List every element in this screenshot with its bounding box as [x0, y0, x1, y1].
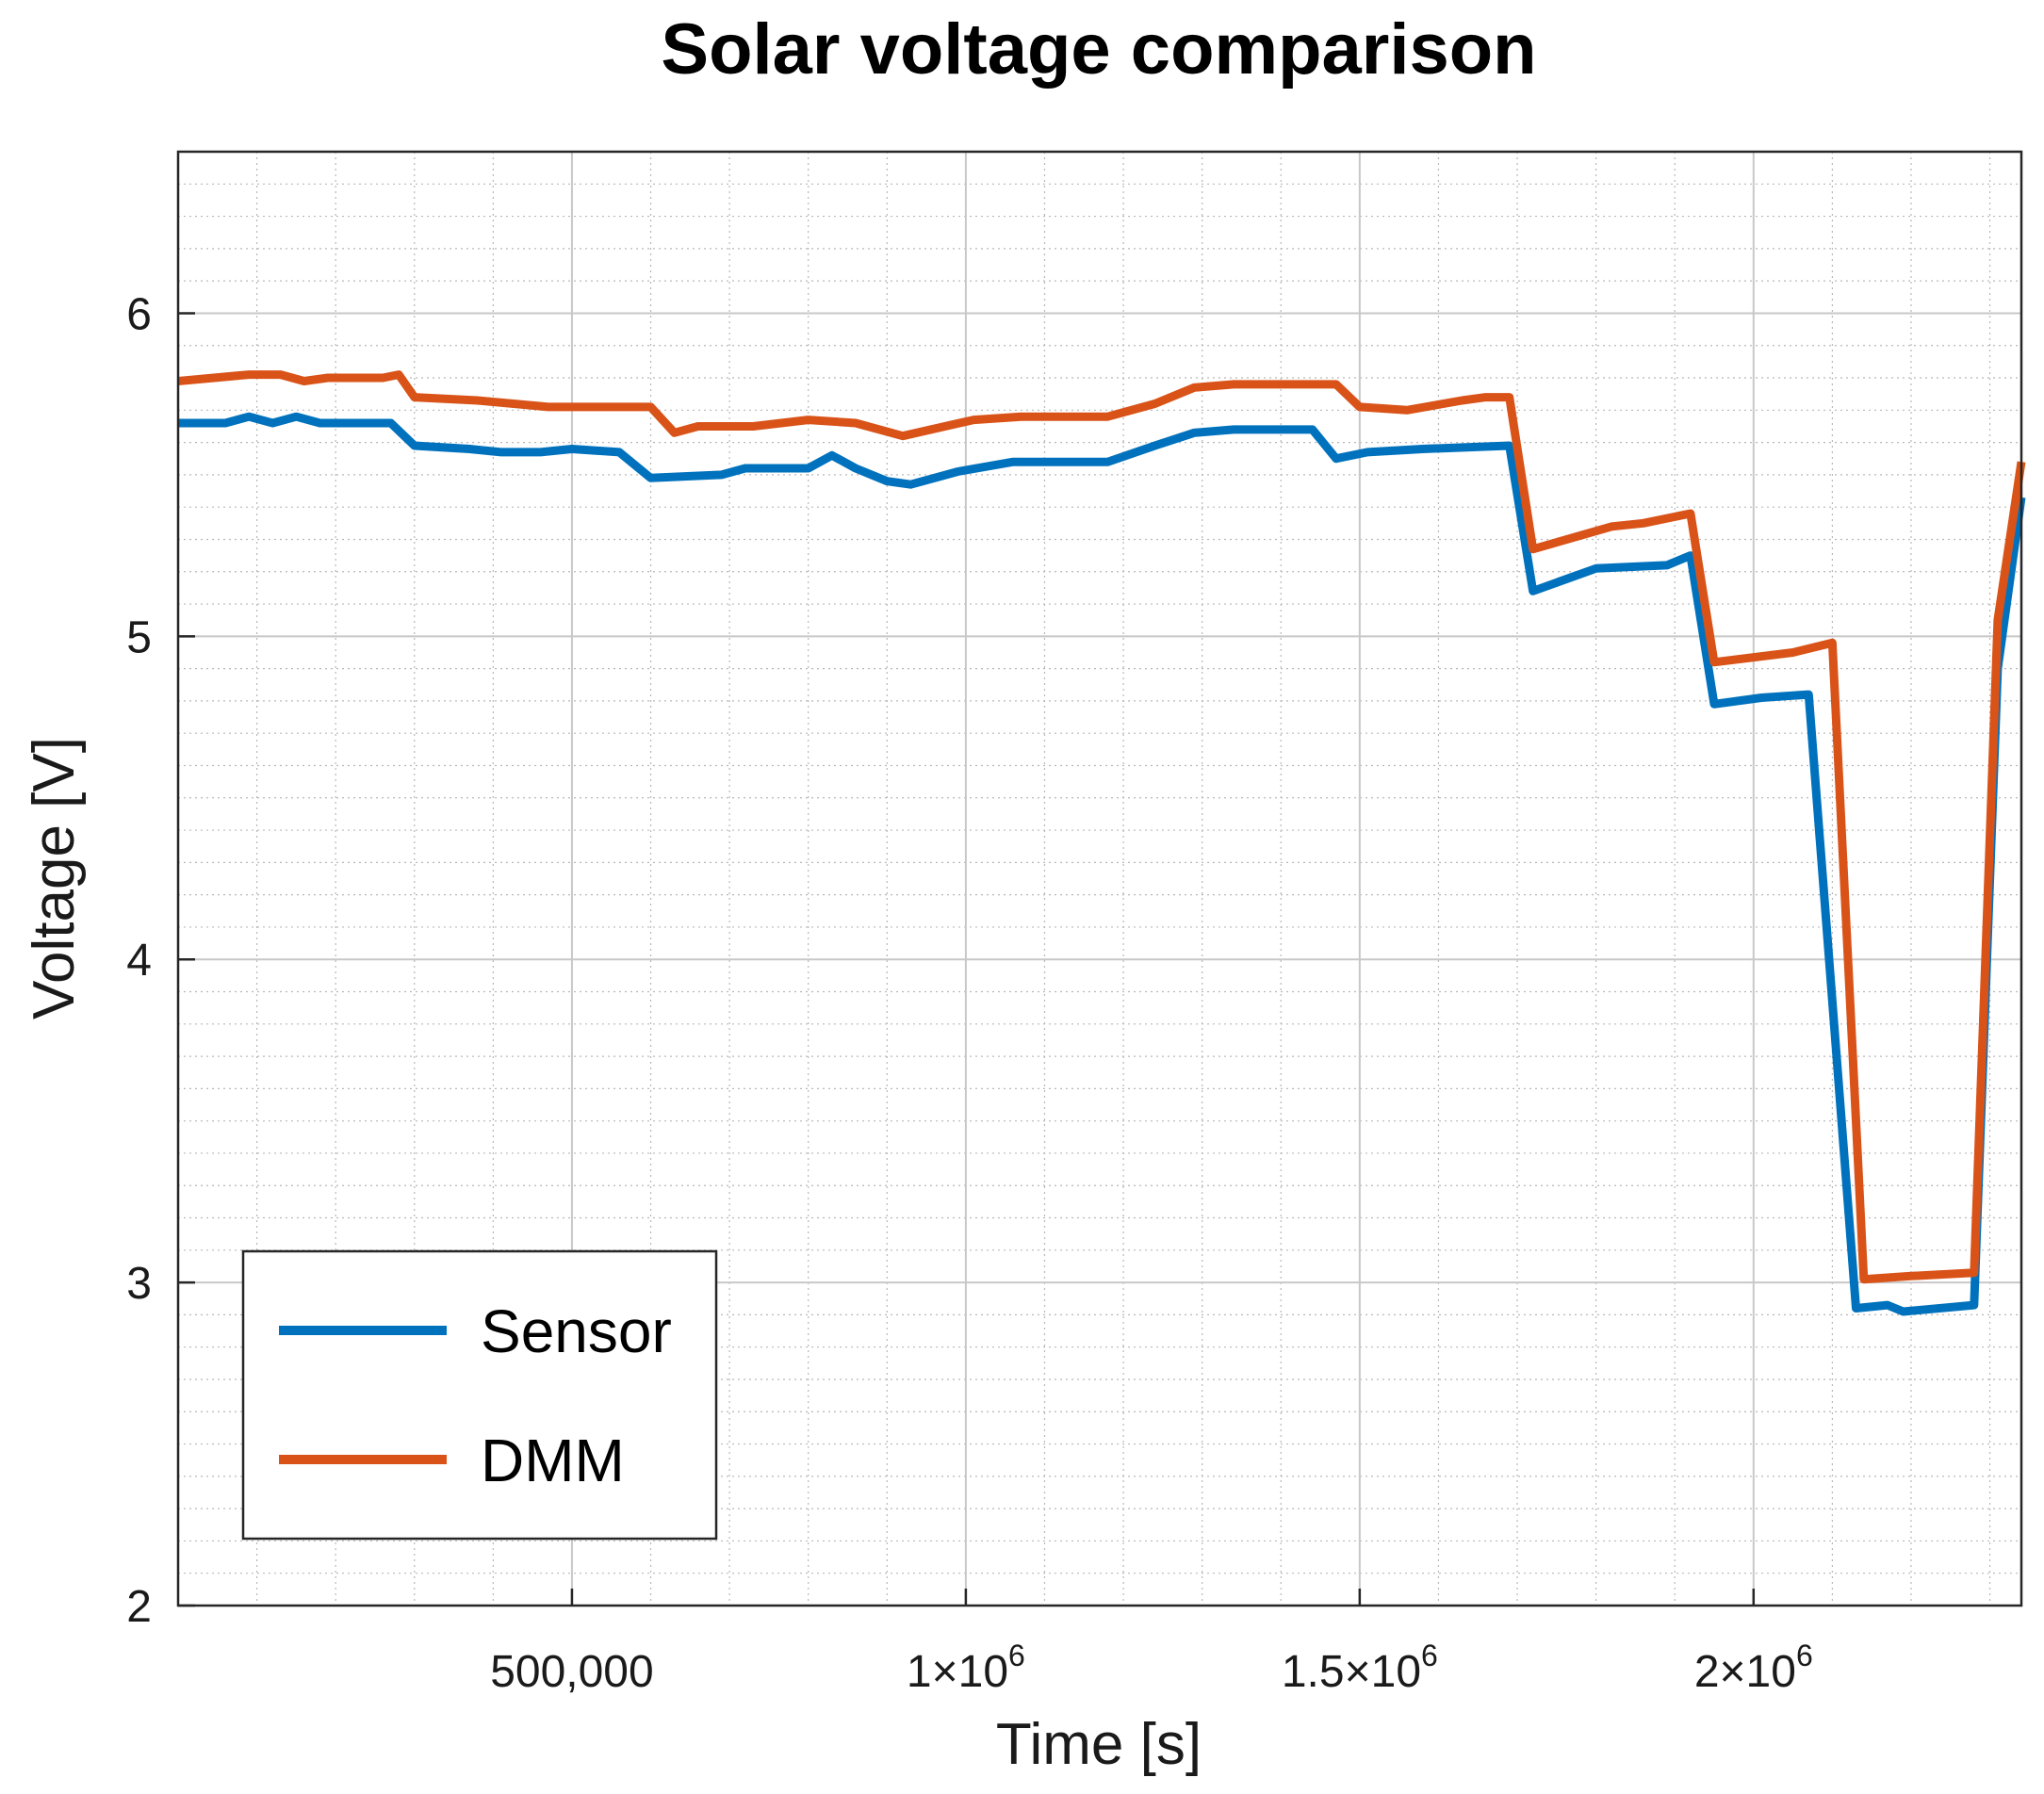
y-tick-label: 5 — [126, 612, 152, 662]
y-tick-label: 4 — [126, 936, 152, 986]
x-tick-label: 500,000 — [490, 1647, 654, 1697]
legend-label-dmm: DMM — [481, 1427, 625, 1494]
x-tick-label: 2×106 — [1694, 1639, 1813, 1697]
y-tick-labels: 2 3 4 5 6 — [126, 289, 152, 1632]
series-line-sensor — [178, 412, 2026, 1316]
x-tick-label: 1.5×106 — [1282, 1639, 1438, 1697]
axes-box — [176, 150, 2023, 1607]
y-axis-label: Voltage [V] — [22, 737, 87, 1019]
chart-title: Solar voltage comparison — [661, 9, 1536, 90]
x-tick-label: 1×106 — [907, 1639, 1025, 1697]
legend-box — [241, 1249, 718, 1541]
legend-label-sensor: Sensor — [481, 1297, 672, 1365]
y-tick-label: 6 — [126, 289, 152, 339]
x-tick-labels: 500,000 1×106 1.5×106 2×106 — [490, 1639, 1813, 1697]
series-layer — [177, 370, 2026, 1316]
tick-marks — [178, 312, 1756, 1607]
legend: Sensor DMM — [241, 1249, 718, 1541]
y-tick-label: 2 — [126, 1582, 152, 1632]
x-axis-label: Time [s] — [996, 1712, 1202, 1777]
series-line-dmm — [177, 370, 2026, 1284]
y-tick-label: 3 — [126, 1259, 152, 1309]
